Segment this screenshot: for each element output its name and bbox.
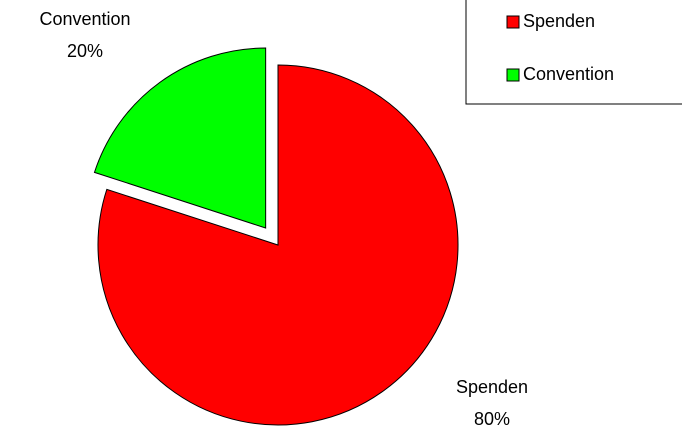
slice-value-label: 80% — [474, 409, 510, 429]
legend-swatch — [506, 68, 520, 82]
slice-label: Spenden — [456, 377, 528, 397]
pie-slice — [97, 64, 459, 426]
legend-label: Convention — [523, 64, 614, 84]
slice-label: Convention — [39, 9, 130, 29]
legend-swatch — [506, 15, 520, 29]
slice-value-label: 20% — [67, 41, 103, 61]
pie-slice — [93, 47, 267, 229]
legend-label: Spenden — [523, 11, 595, 31]
legend-box — [465, 0, 682, 105]
